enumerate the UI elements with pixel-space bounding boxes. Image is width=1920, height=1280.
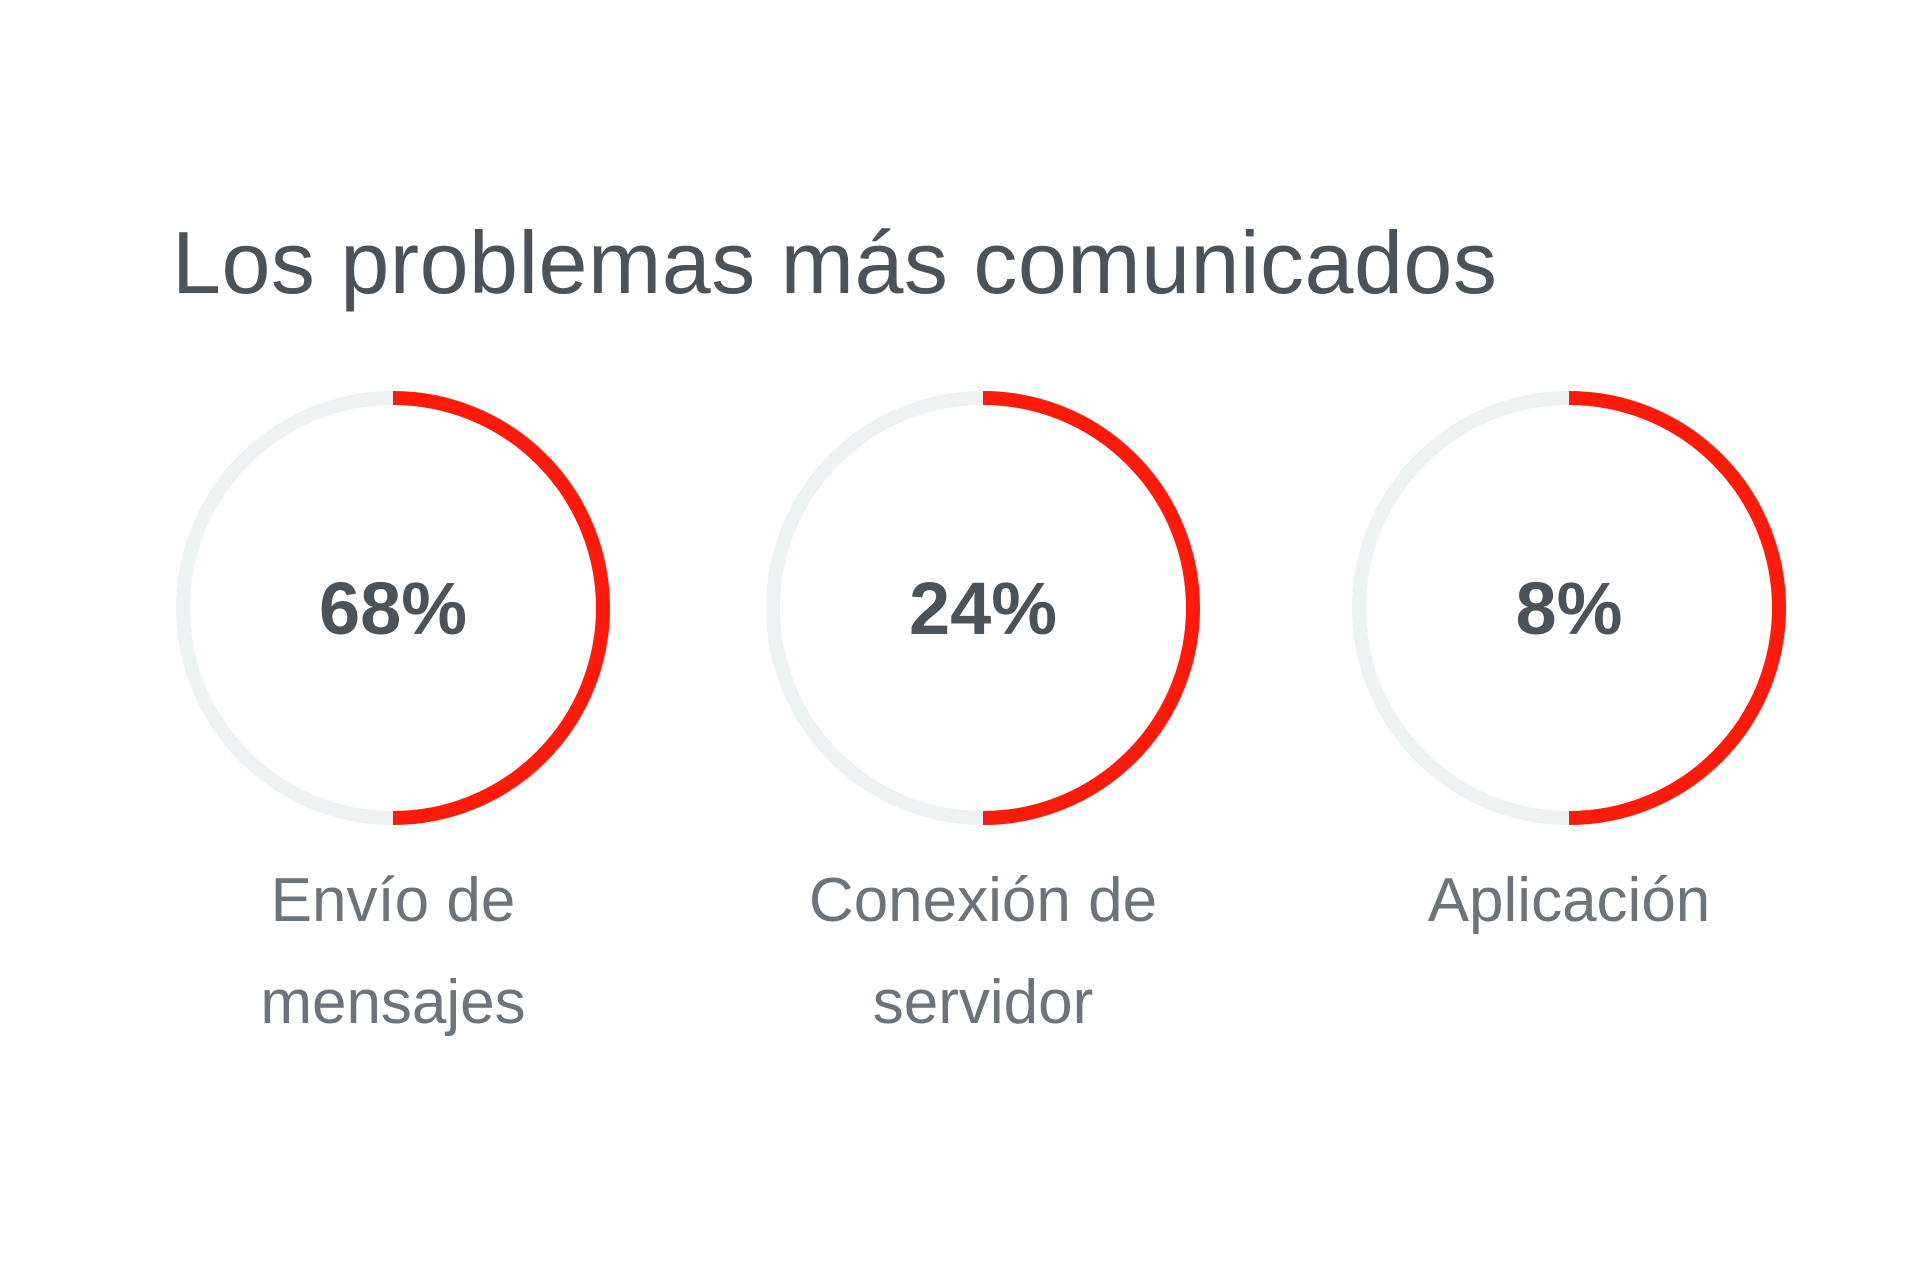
problem-label-line-1: Envío de (270, 866, 516, 935)
problem-label-line-2: mensajes (260, 968, 526, 1037)
widget-title: Los problemas más comunicados (172, 213, 1498, 312)
problem-label-line-1: Aplicación (1427, 866, 1711, 935)
progress-ring-icon (176, 391, 610, 825)
problem-label-line-2: servidor (872, 968, 1094, 1037)
problem-label: Aplicación (1329, 850, 1809, 952)
problem-item-application: 8% Aplicación (1329, 380, 1809, 1060)
ring-progress-arc (1568, 391, 1786, 825)
problem-item-message-sending: 68% Envío de mensajes (153, 380, 633, 1060)
percent-value: 68% (318, 566, 468, 650)
progress-ring: 24% (763, 388, 1203, 828)
problem-label: Conexión de servidor (743, 850, 1223, 1054)
progress-ring: 68% (173, 388, 613, 828)
progress-ring-icon (766, 391, 1200, 825)
progress-ring-icon (1352, 391, 1786, 825)
problem-label: Envío de mensajes (153, 850, 633, 1054)
ring-progress-arc (982, 391, 1200, 825)
percent-value: 8% (1515, 566, 1623, 650)
percent-value: 24% (908, 566, 1058, 650)
progress-ring: 8% (1349, 388, 1789, 828)
problem-label-line-1: Conexión de (808, 866, 1158, 935)
problem-item-server-connection: 24% Conexión de servidor (743, 380, 1223, 1060)
ring-progress-arc (392, 391, 610, 825)
